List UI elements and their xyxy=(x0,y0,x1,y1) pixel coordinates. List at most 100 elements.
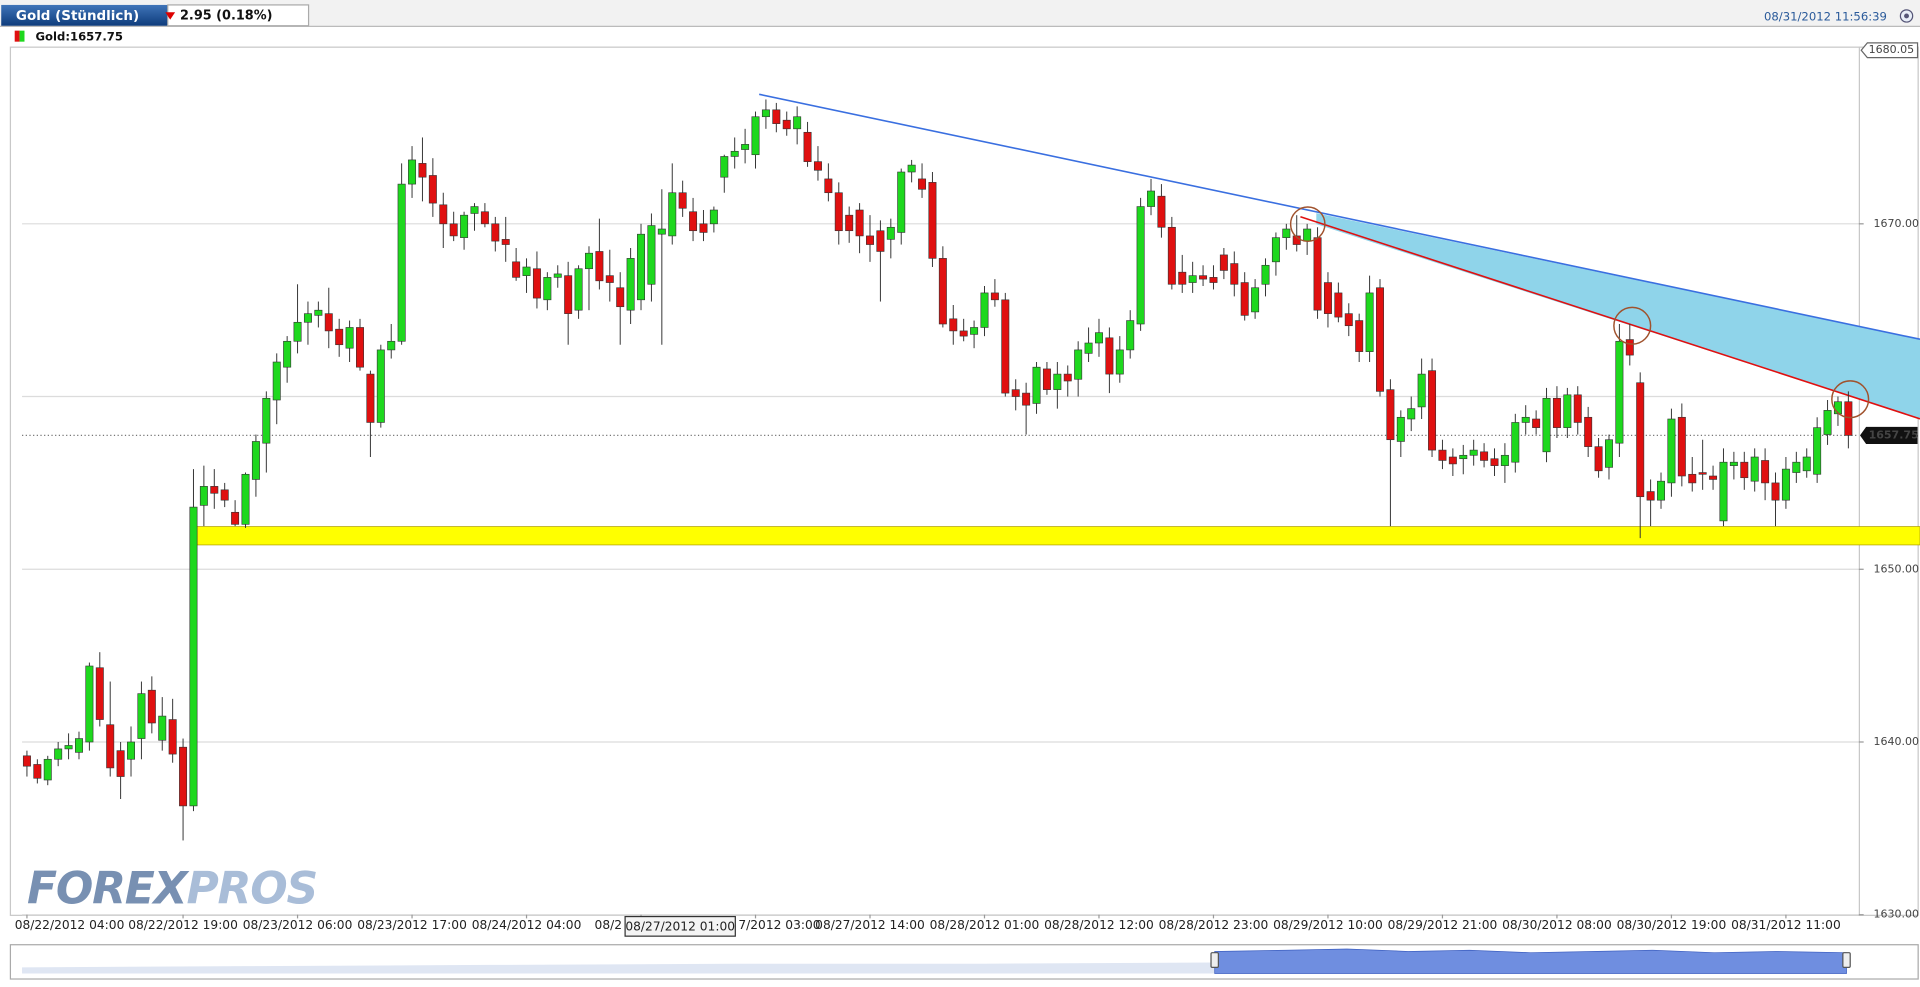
candle-body xyxy=(179,746,188,807)
candle-body xyxy=(959,330,968,337)
candle-body xyxy=(439,204,448,225)
candle-body xyxy=(303,313,312,323)
title: Gold (Stündlich) xyxy=(16,9,139,24)
candle-body xyxy=(876,230,885,252)
candle-body xyxy=(428,175,437,204)
candle-body xyxy=(1844,401,1853,436)
candle-body xyxy=(324,313,333,332)
support-zone[interactable] xyxy=(195,526,1920,546)
candle-body xyxy=(460,214,469,238)
candle-body xyxy=(751,116,760,156)
legend: Gold:1657.75 xyxy=(36,29,123,43)
candle-body xyxy=(501,239,510,245)
candle-body xyxy=(761,109,770,118)
candle-body xyxy=(647,225,656,285)
candle-body xyxy=(127,741,135,760)
x-tick-label: 08/2 xyxy=(595,918,622,932)
down-arrow xyxy=(165,12,176,20)
candle-body xyxy=(1095,332,1103,344)
candle-body xyxy=(866,235,874,245)
candle-body xyxy=(1323,282,1332,314)
candle-body xyxy=(1115,349,1124,375)
candle-body xyxy=(626,258,635,311)
candle-body xyxy=(106,724,115,769)
candle-body xyxy=(335,328,344,346)
touch-circle xyxy=(1613,306,1652,345)
navigator-history xyxy=(22,962,1215,974)
y-tick-label: 1640.00 xyxy=(1873,735,1919,748)
candle-body xyxy=(1042,368,1051,390)
candle-body xyxy=(480,211,489,225)
candle-body xyxy=(1657,480,1665,501)
candle-body xyxy=(293,321,302,342)
candle-body xyxy=(1813,427,1822,475)
candle-body xyxy=(1615,340,1624,444)
candle-body xyxy=(418,163,427,178)
candle-body xyxy=(272,361,281,401)
candle-body xyxy=(1438,449,1447,461)
candle-body xyxy=(845,214,854,232)
candle-body xyxy=(1511,422,1520,463)
candle-body xyxy=(1188,275,1197,283)
x-tick-label: 08/28/2012 23:00 xyxy=(1159,918,1269,932)
candle-body xyxy=(813,161,822,171)
candle-body xyxy=(491,223,500,242)
candle-body xyxy=(1605,439,1613,468)
resistance-trendline[interactable] xyxy=(759,93,1920,340)
candle-body xyxy=(1823,410,1832,435)
candle-body xyxy=(709,209,718,225)
candle-body xyxy=(158,715,167,741)
title-tab[interactable] xyxy=(1,4,168,26)
candle-body xyxy=(980,292,989,328)
candle-body xyxy=(1719,461,1728,522)
candle-body xyxy=(283,340,292,368)
candle-body xyxy=(605,275,614,283)
candle-body xyxy=(741,144,750,150)
x-tick-label: 08/30/2012 08:00 xyxy=(1502,918,1612,932)
timestamp: 08/31/2012 11:56:39 xyxy=(1764,10,1887,24)
candle-body xyxy=(938,258,947,325)
candle-body xyxy=(543,277,552,301)
candle-body xyxy=(1022,392,1031,406)
y-tick-label: 1650.00 xyxy=(1873,562,1919,575)
candle-body xyxy=(1147,190,1155,207)
candle-body xyxy=(1532,418,1541,428)
touch-circle xyxy=(1831,380,1870,419)
candle-body xyxy=(408,159,417,185)
candle-body xyxy=(689,211,698,232)
candle-body xyxy=(1167,226,1176,285)
candle-body xyxy=(657,228,666,235)
x-tick-label: 7/2012 03:00 xyxy=(738,918,820,932)
candle-body xyxy=(189,506,198,807)
touch-circle xyxy=(1289,206,1326,242)
candle-body xyxy=(1199,275,1208,280)
candle-body xyxy=(1396,416,1405,442)
legend-icon-up xyxy=(19,30,25,42)
navigator-handle[interactable] xyxy=(1842,952,1851,968)
candle-body xyxy=(1771,482,1780,501)
candle-body xyxy=(314,309,323,316)
candle-body xyxy=(1521,416,1530,423)
y-tick-label: 1630.00 xyxy=(1873,908,1919,921)
candle-body xyxy=(1261,264,1270,285)
candle-body xyxy=(1407,408,1416,420)
candle-body xyxy=(1365,292,1374,352)
candle-body xyxy=(886,226,895,240)
candle-body xyxy=(720,156,729,178)
crosshair-label: 08/27/2012 01:00 xyxy=(625,919,735,933)
candle-body xyxy=(1105,337,1114,375)
y-tick-label: 1670.00 xyxy=(1873,217,1919,230)
candle-body xyxy=(1698,472,1707,475)
candle-body xyxy=(1209,277,1218,283)
candle-body xyxy=(54,748,63,760)
candle-body xyxy=(1500,454,1509,466)
candle-body xyxy=(834,192,843,232)
candle-body xyxy=(1781,468,1790,501)
candle-body xyxy=(1729,461,1738,466)
candle-body xyxy=(803,131,812,162)
x-tick-label: 08/22/2012 19:00 xyxy=(128,918,238,932)
navigator-handle[interactable] xyxy=(1210,952,1219,968)
crosshair-box xyxy=(624,915,736,937)
inner-trendline[interactable] xyxy=(1300,216,1920,420)
